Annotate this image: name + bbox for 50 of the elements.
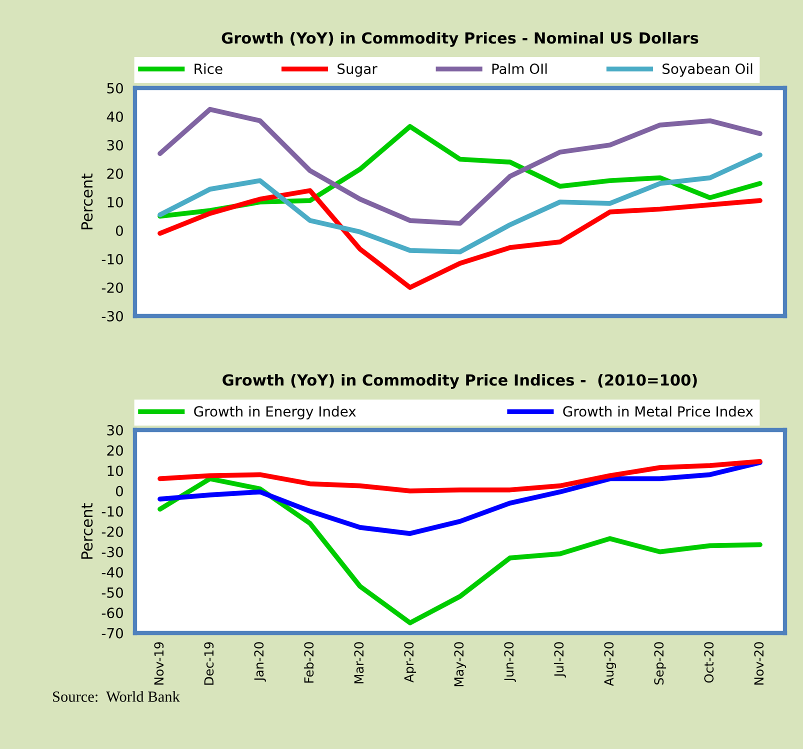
line-series bbox=[158, 476, 762, 626]
y-tick-label: -30 bbox=[102, 546, 123, 558]
y-tick-label: -40 bbox=[102, 567, 123, 578]
legend-label: Rice bbox=[194, 63, 222, 74]
x-tick-label: Nov-19 bbox=[154, 642, 164, 685]
x-tick-label: Dec-19 bbox=[204, 642, 214, 685]
line-series bbox=[158, 106, 762, 226]
y-tick-label: -30 bbox=[102, 310, 123, 322]
y-axis-title: Percent bbox=[81, 174, 93, 230]
y-tick-label: 0 bbox=[116, 486, 123, 496]
y-tick-label: 10 bbox=[108, 466, 123, 476]
x-tick-label: May-20 bbox=[454, 642, 466, 686]
y-tick-label: 40 bbox=[106, 111, 123, 122]
line-series bbox=[158, 152, 762, 254]
source-note: Source: World Bank bbox=[53, 691, 180, 702]
x-tick-label: Aug-20 bbox=[604, 642, 616, 686]
y-tick-label: -10 bbox=[102, 506, 123, 517]
y-axis-title: Percent bbox=[81, 503, 93, 559]
x-tick-label: Sep-20 bbox=[654, 642, 666, 684]
line-series bbox=[158, 459, 762, 494]
y-tick-label: 20 bbox=[107, 445, 123, 456]
x-tick-label: Jul-20 bbox=[554, 642, 566, 678]
x-tick-label: Jan-20 bbox=[254, 642, 266, 682]
chart-title: Growth (YoY) in Commodity Prices - Nominal US Dollars bbox=[222, 32, 698, 47]
y-tick-label: -20 bbox=[102, 282, 123, 293]
x-tick-label: Apr-20 bbox=[404, 642, 416, 682]
y-tick-label: 30 bbox=[107, 424, 123, 436]
y-tick-label: 20 bbox=[107, 168, 123, 179]
y-tick-label: -10 bbox=[102, 254, 123, 264]
legend-label: Growth in Energy Index bbox=[194, 406, 356, 420]
chart-title: Growth (YoY) in Commodity Price Indices - (2010=100) bbox=[222, 374, 697, 389]
x-tick-label: Jun-20 bbox=[504, 642, 516, 682]
x-tick-label: Nov-20 bbox=[754, 642, 764, 685]
legend-label: Palm OIl bbox=[492, 63, 547, 74]
y-tick-label: 30 bbox=[107, 140, 123, 150]
x-tick-label: Mar-20 bbox=[354, 642, 364, 684]
line-series bbox=[158, 188, 762, 290]
y-tick-label: 10 bbox=[108, 196, 123, 208]
y-tick-label: -20 bbox=[102, 526, 123, 537]
y-tick-label: 0 bbox=[116, 225, 123, 236]
line-series bbox=[158, 460, 762, 536]
legend-label: Soyabean Oil bbox=[662, 63, 752, 77]
y-tick-label: -50 bbox=[102, 587, 123, 598]
y-tick-label: 50 bbox=[107, 82, 123, 94]
y-tick-label: -70 bbox=[102, 628, 123, 638]
legend-label: Sugar bbox=[338, 64, 378, 77]
y-tick-label: -60 bbox=[102, 608, 123, 618]
legend-label: Growth in Metal Price Index bbox=[563, 406, 753, 417]
x-tick-label: Oct-20 bbox=[704, 642, 714, 683]
x-tick-label: Feb-20 bbox=[304, 642, 314, 683]
